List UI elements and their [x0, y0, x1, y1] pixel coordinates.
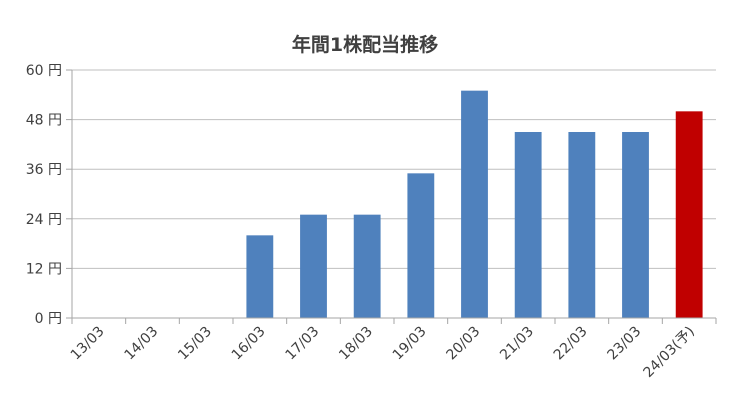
x-tick-label: 20/03: [443, 324, 483, 364]
x-tick-label: 22/03: [551, 324, 591, 364]
y-tick-label: 48 円: [26, 113, 62, 129]
bar-21/03: [514, 132, 542, 318]
x-tick-label: 16/03: [229, 324, 269, 364]
y-tick-label: 60 円: [26, 63, 62, 79]
bar-17/03: [300, 214, 327, 318]
x-tick-label: 18/03: [336, 324, 376, 364]
y-tick-label: 12 円: [26, 261, 62, 277]
bar-18/03: [353, 214, 381, 318]
x-tick-label: 17/03: [282, 324, 322, 364]
chart-title: 年間1株配当推移: [291, 34, 439, 56]
y-tick-label: 0 円: [35, 311, 62, 327]
y-tick-label: 36 円: [26, 162, 62, 178]
x-tick-label: 19/03: [390, 324, 430, 364]
bar-20/03: [461, 90, 488, 319]
x-tick-label: 24/03(予): [641, 324, 698, 381]
bar-23/03: [622, 132, 649, 318]
bar-22/03: [568, 132, 596, 318]
bar-24/03(予): [675, 111, 703, 318]
x-tick-label: 14/03: [121, 324, 161, 364]
x-tick-label: 23/03: [604, 324, 644, 364]
bar-19/03: [407, 173, 435, 318]
x-tick-label: 21/03: [497, 324, 537, 364]
x-tick-label: 13/03: [68, 324, 108, 364]
x-tick-label: 15/03: [175, 324, 215, 364]
y-tick-label: 24 円: [26, 212, 62, 228]
bar-16/03: [246, 235, 274, 318]
